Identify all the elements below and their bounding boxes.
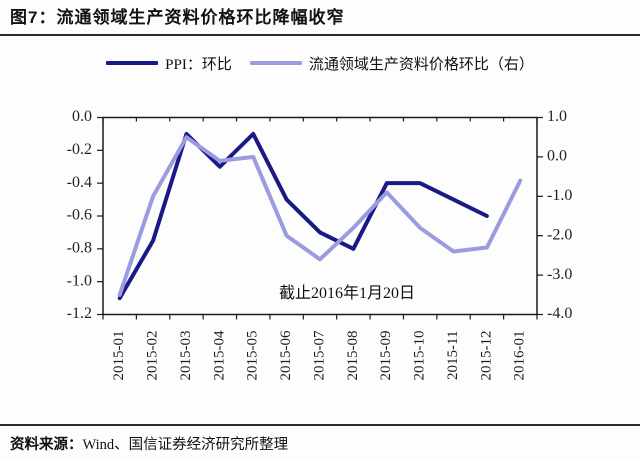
source-note: 资料来源：Wind、国信证券经济研究所整理 [0, 426, 640, 454]
x-axis-category-label: 2015-02 [145, 331, 161, 381]
x-axis-category-label: 2015-08 [345, 331, 361, 381]
x-axis-category-label: 2015-06 [278, 330, 294, 380]
right-axis-tick-label: 1.0 [547, 108, 567, 125]
x-axis-category-label: 2016-01 [512, 331, 528, 381]
title-divider [0, 34, 640, 36]
chart-svg: 0.0 -0.2 -0.4 -0.6 -0.8 -1.0 -1.2 1.0 0.0 -1.0 -2.… [67, 108, 573, 381]
legend-label: PPI：环比 [165, 56, 232, 73]
x-axis-category-label: 2015-07 [311, 330, 327, 380]
source-text: Wind、国信证券经济研究所整理 [82, 437, 289, 453]
x-axis-category-label: 2015-10 [412, 331, 428, 381]
left-axis-tick-label: -0.2 [67, 141, 92, 158]
chart-annotation: 截止2016年1月20日 [279, 284, 415, 302]
left-axis-tick-label: -0.8 [67, 240, 92, 257]
left-axis-tick-label: 0.0 [72, 108, 92, 125]
page-title: 图7：流通领域生产资料价格环比降幅收窄 [10, 8, 345, 27]
x-axis-category-label: 2015-03 [178, 331, 194, 381]
series-line-ppi [117, 131, 489, 301]
x-axis-category-label: 2015-11 [445, 331, 461, 380]
footer-divider [0, 424, 640, 426]
legend-swatch [249, 61, 302, 65]
legend-swatch [106, 61, 159, 65]
x-axis-category-label: 2015-12 [478, 331, 494, 381]
legend-label: 流通领域生产资料价格环比（右） [308, 56, 534, 73]
series-line-circulation [117, 135, 523, 297]
x-axis-category-label: 2015-01 [111, 331, 127, 381]
x-axis-category-label: 2015-05 [245, 331, 261, 381]
legend-item: PPI：环比 [106, 53, 232, 74]
left-axis-tick-label: -1.2 [67, 305, 92, 322]
x-axis-category-label: 2015-09 [378, 331, 394, 381]
left-axis-tick-label: -1.0 [67, 272, 92, 289]
legend-item: 流通领域生产资料价格环比（右） [249, 53, 534, 74]
left-axis-tick-label: -0.6 [67, 207, 92, 224]
right-axis-tick-label: -1.0 [547, 187, 572, 204]
source-label: 资料来源： [10, 437, 83, 453]
right-axis-tick-label: 0.0 [547, 148, 567, 165]
right-axis-tick-label: -4.0 [547, 305, 572, 322]
chart-legend: PPI：环比 流通领域生产资料价格环比（右） [0, 46, 640, 80]
right-axis-tick-label: -3.0 [547, 266, 572, 283]
right-axis-tick-label: -2.0 [547, 226, 572, 243]
chart-area: 0.0 -0.2 -0.4 -0.6 -0.8 -1.0 -1.2 1.0 0.0 -1.0 -2.… [0, 80, 640, 424]
left-axis-tick-label: -0.4 [67, 174, 92, 191]
x-axis-category-label: 2015-04 [211, 330, 227, 380]
